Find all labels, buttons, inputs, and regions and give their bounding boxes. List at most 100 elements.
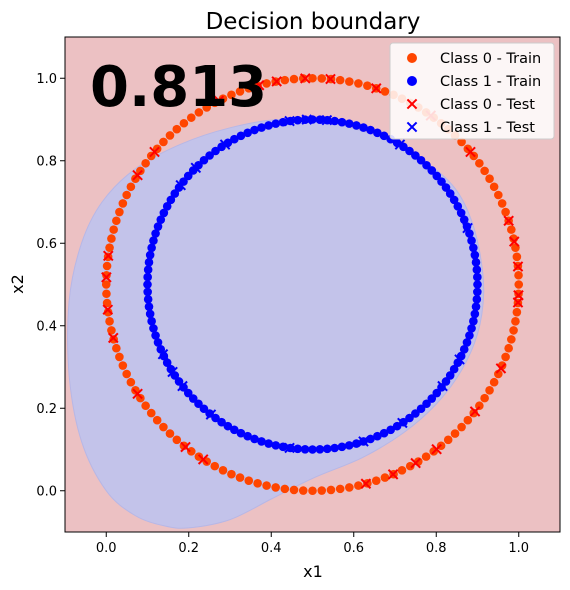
train-point [136, 393, 145, 403]
train-point [352, 439, 361, 448]
test-point [387, 469, 399, 480]
train-point [153, 338, 163, 347]
train-point [205, 151, 214, 160]
test-point [503, 215, 514, 227]
train-point [485, 385, 494, 395]
test-point [454, 354, 465, 365]
train-point [143, 265, 153, 275]
train-point [330, 116, 339, 126]
train-point [514, 280, 524, 289]
train-point [298, 486, 308, 495]
train-point [411, 409, 420, 418]
train-point [337, 442, 347, 452]
train-point [345, 483, 354, 492]
train-point [392, 421, 402, 431]
train-point [300, 115, 310, 124]
train-point [143, 294, 153, 304]
train-point [504, 343, 513, 353]
train-point [147, 243, 156, 253]
series-3 [101, 73, 524, 490]
train-point [335, 484, 345, 494]
train-point [473, 272, 482, 282]
train-point [457, 422, 466, 432]
test-point [370, 83, 382, 94]
train-point [103, 307, 113, 317]
test-point [431, 443, 442, 455]
train-point [149, 236, 158, 245]
x-axis-label: x1 [303, 562, 323, 581]
train-point [322, 444, 332, 454]
train-point [373, 128, 382, 138]
train-point [363, 81, 372, 90]
y-tick-label: 0.4 [36, 319, 57, 334]
legend-x-icon [406, 98, 418, 110]
train-point [437, 177, 446, 186]
train-point [107, 234, 116, 243]
test-point [177, 380, 188, 392]
train-point [250, 125, 259, 135]
train-point [280, 75, 290, 85]
train-point [262, 481, 271, 490]
legend-item: Class 1 - Train [407, 74, 541, 90]
train-point [422, 399, 431, 409]
train-point [236, 131, 246, 141]
train-point [427, 166, 437, 175]
train-point [453, 202, 463, 211]
x-tick-label: 0.0 [96, 541, 117, 556]
train-point [210, 461, 220, 471]
train-point [118, 361, 128, 370]
test-point [284, 442, 295, 454]
train-point [172, 435, 182, 445]
test-point [197, 454, 209, 465]
legend-box [389, 42, 555, 140]
train-point [236, 428, 246, 438]
chart-title: Decision boundary [206, 9, 421, 35]
train-point [126, 377, 136, 387]
train-point [485, 174, 494, 184]
train-point [153, 222, 163, 231]
train-point [416, 155, 426, 165]
train-point [308, 445, 317, 454]
test-point [102, 250, 114, 262]
train-point [271, 483, 280, 492]
train-point [159, 137, 168, 147]
train-point [159, 208, 169, 218]
train-point [467, 236, 476, 245]
train-point [202, 103, 212, 112]
train-point [337, 117, 347, 127]
train-point [257, 123, 266, 132]
legend-label: Class 1 - Train [440, 74, 541, 90]
test-point [469, 406, 481, 417]
train-point [156, 345, 166, 354]
train-point [223, 421, 233, 431]
train-point [317, 486, 327, 495]
train-point [489, 182, 499, 192]
legend-item: Class 0 - Test [406, 97, 535, 113]
train-point [162, 358, 172, 367]
train-point [145, 250, 155, 260]
train-point [359, 123, 368, 132]
train-point [441, 183, 451, 192]
test-point [175, 179, 187, 191]
test-point [437, 380, 448, 392]
train-point [354, 481, 363, 490]
train-point [227, 90, 236, 100]
train-point [445, 371, 455, 380]
train-point [354, 79, 363, 88]
train-point [335, 75, 345, 85]
train-point [473, 280, 482, 289]
train-point [170, 189, 180, 198]
train-point [421, 452, 431, 461]
test-point [512, 261, 524, 272]
train-point [264, 439, 273, 448]
train-point [507, 335, 516, 344]
test-point [157, 348, 169, 360]
train-point [427, 394, 437, 403]
train-point [514, 270, 523, 280]
train-point [105, 317, 114, 326]
train-point [472, 294, 482, 304]
train-point [165, 429, 175, 438]
train-point [380, 473, 390, 482]
train-point [243, 128, 252, 138]
test-point [513, 289, 524, 301]
